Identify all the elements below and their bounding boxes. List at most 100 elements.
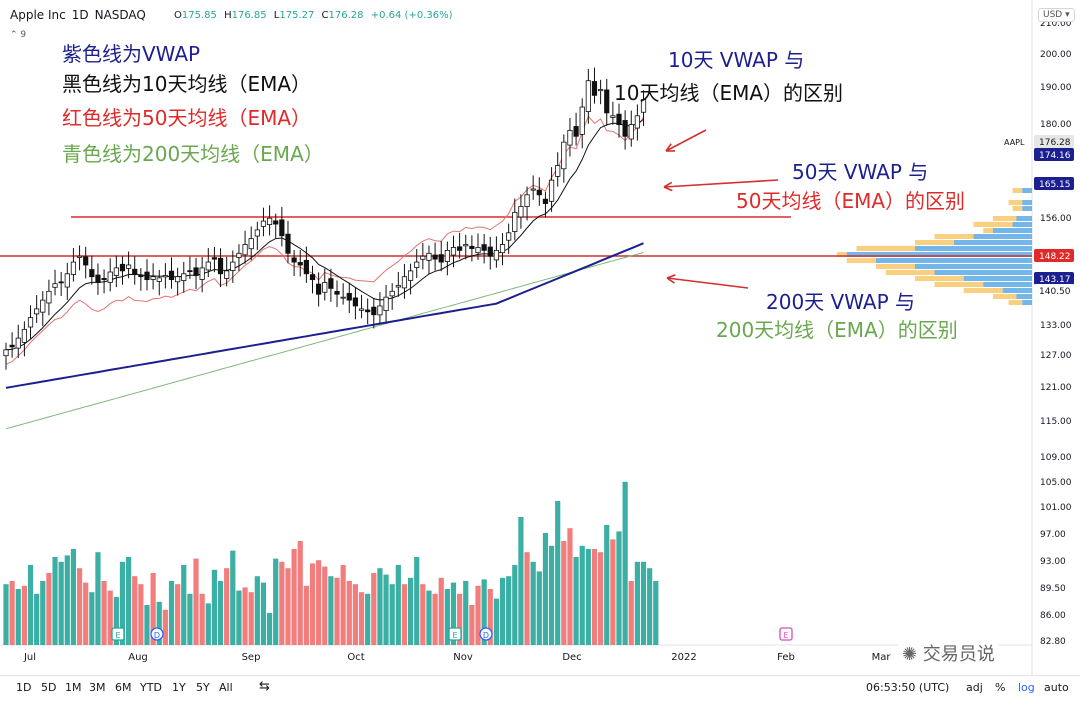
volume-bar [316,560,322,645]
tf-5d[interactable]: 5D [41,681,57,694]
interval-label[interactable]: 1D [71,8,89,22]
candle-body [242,244,248,256]
legend-text: 青色线为200天均线（EMA） [62,142,324,166]
note-200-subtitle: 200天均线（EMA）的区别 [716,318,958,342]
volume-bar [309,563,316,645]
volume-profile-bar [1022,206,1032,211]
candle-body [273,220,279,225]
watermark-text: 交易员说 [922,644,995,665]
arrow-50 [663,179,779,188]
tf-ytd[interactable]: YTD [140,681,162,694]
volume-bar [493,598,499,645]
volume-bar [340,565,346,645]
volume-bar [83,582,89,645]
volume-bar [371,573,377,645]
volume-bar [254,576,260,645]
volume-bar [236,590,242,645]
volume-profile-bar [837,252,847,257]
ohlc-readout: O175.85 H176.85 L175.27 C176.28 +0.64 (+… [174,10,453,21]
adj-toggle[interactable]: adj [966,681,983,694]
candle-body [297,262,303,266]
volume-bar [395,565,401,645]
close-label: C [321,10,329,21]
tf-1y[interactable]: 1Y [172,681,186,694]
date-range-icon[interactable]: ⇆ [259,679,270,694]
event-marker-label: E [783,631,788,640]
volume-bar [567,528,573,645]
volume-bar [285,568,291,645]
candle-body [407,270,414,281]
volume-bar [52,557,58,645]
legend-line-vwap: 紫色线为VWAP [62,42,200,66]
volume-bar [27,565,34,645]
earnings-marker [111,627,125,641]
candle-body [604,89,610,114]
candle-body [95,274,101,283]
candle-body [530,188,536,191]
tf-1d[interactable]: 1D [16,681,32,694]
volume-profile-bar [993,228,1032,233]
volume-bar [512,565,518,645]
y-tick-label: 190.00 [1040,83,1072,93]
auto-toggle[interactable]: auto [1044,681,1069,694]
price-axis [1032,0,1080,675]
candle-body [512,211,518,232]
volume-bar [481,579,487,645]
volume-bar [297,541,303,645]
utc-clock[interactable]: 06:53:50 (UTC) [866,681,950,694]
tf-3m[interactable]: 3M [89,681,106,694]
percent-toggle[interactable]: % [995,681,1006,694]
candle-body [487,246,493,257]
volume-bar [187,593,193,645]
volume-bar [591,549,598,645]
tf-5y[interactable]: 5Y [196,681,210,694]
volume-bar [3,584,9,645]
symbol-title[interactable]: Apple Inc 1D NASDAQ [10,8,146,22]
candle-body [450,247,457,256]
volume-bar [46,573,52,645]
currency-button[interactable]: USD ▾ [1038,8,1075,22]
volume-bar [573,557,579,645]
volume-profile-bar [915,246,1032,251]
volume-bar [334,577,340,645]
arrow-50-head [663,181,673,192]
tf-6m[interactable]: 6M [115,681,132,694]
candle-body [610,115,616,118]
volume-bar [487,589,493,645]
y-tick-label: 105.00 [1040,478,1072,488]
volume-bar [303,585,309,645]
candle-body [334,290,340,295]
volume-profile-bar [1008,200,1023,205]
candle-body [89,269,95,278]
dividend-marker [150,627,164,641]
price-badge-bg [1034,135,1074,148]
candle-body [40,299,46,313]
candle-body [132,268,138,275]
volume-profile-bar [973,222,1013,227]
volume-bar [610,539,616,645]
tf-1m[interactable]: 1M [65,681,82,694]
high-value: 176.85 [231,10,267,21]
volume-bar [58,561,64,645]
log-toggle[interactable]: log [1018,681,1035,694]
note-200-title: 200天 VWAP 与 [766,290,915,314]
candle-body [58,281,64,284]
tf-all[interactable]: All [219,681,233,694]
candle-body [266,217,273,226]
candle-body [463,244,469,247]
candle-body [144,271,150,281]
volume-bar [628,581,634,645]
note-50-subtitle: 50天均线（EMA）的区别 [736,189,965,213]
volume-bar [260,582,267,645]
event-marker-label: D [154,631,160,640]
legend-text: 紫色线为VWAP [62,42,201,66]
candle-body [107,271,113,283]
note-10-title: 10天 VWAP 与 [668,48,804,72]
volume-bar [230,550,236,645]
volume-profile-bar [915,264,1032,269]
volume-profile-bar [973,234,1032,239]
candle-body [585,80,591,112]
indicator-toggle[interactable]: ⌃ 9 [10,30,26,40]
volume-bar [401,584,408,645]
